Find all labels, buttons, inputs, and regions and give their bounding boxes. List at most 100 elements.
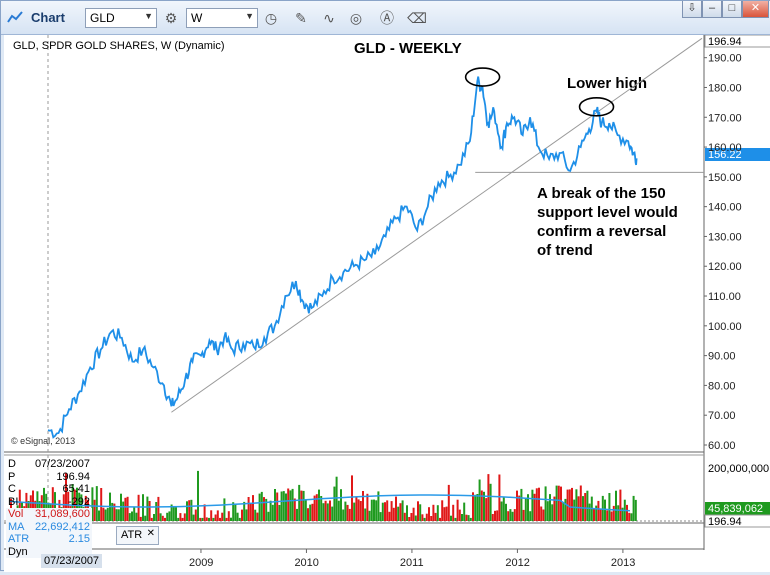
volume-bar [577, 496, 580, 521]
volume-bar [579, 485, 582, 521]
volume-bar [131, 511, 133, 521]
volume-bar [247, 497, 250, 521]
volume-bar [364, 508, 367, 521]
volume-bar [612, 505, 615, 521]
volume-bar [249, 503, 252, 521]
volume-bar [397, 506, 400, 521]
volume-bar [76, 487, 78, 521]
volume-bar [155, 502, 158, 521]
volume-bar [489, 483, 492, 521]
volume-bar [115, 509, 118, 521]
volume-bar [560, 486, 562, 521]
volume-bar [212, 517, 215, 521]
volume-bar [106, 507, 109, 521]
volume-bar [533, 493, 536, 521]
volume-bar [524, 498, 527, 521]
volume-bar [274, 489, 276, 521]
volume-bar [137, 494, 140, 521]
atr-tab[interactable]: ATR ✕ [116, 526, 159, 545]
volume-bar [208, 517, 210, 521]
volume-bar [289, 490, 292, 521]
volume-bar [93, 499, 96, 521]
volume-bar [102, 507, 105, 521]
volume-bar [366, 493, 369, 521]
volume-bar [302, 490, 305, 521]
volume-bar [311, 503, 314, 521]
volume-bar [197, 470, 199, 521]
y-tick-label: 160.00 [708, 142, 742, 154]
chevron-down-icon[interactable]: ▼ [144, 11, 153, 21]
volume-bar [562, 502, 565, 521]
volume-bar [542, 509, 545, 521]
volume-bar [436, 505, 439, 521]
peak-ellipse [464, 67, 501, 87]
eraser-icon[interactable]: ⌫ [407, 10, 427, 26]
volume-bar [161, 515, 164, 521]
close-button[interactable]: ✕ [742, 1, 769, 18]
volume-bar [535, 488, 538, 521]
volume-bar [135, 512, 138, 521]
info-row: P 196.94 [6, 471, 92, 484]
gear-icon[interactable]: ⚙ [164, 10, 178, 26]
volume-bar [498, 474, 501, 521]
chart-canvas[interactable]: GLD, SPDR GOLD SHARES, W (Dynamic) GLD -… [4, 34, 770, 572]
volume-bar [210, 510, 213, 521]
x-tick-label: 2011 [400, 557, 424, 569]
a-circle-icon[interactable]: Ⓐ [380, 10, 394, 26]
volume-bar [111, 502, 114, 521]
price-series-line [47, 76, 638, 439]
volume-bar [170, 504, 173, 521]
volume-bar [300, 490, 303, 521]
interval-combo[interactable]: W ▼ [186, 8, 258, 28]
volume-bar [509, 509, 512, 521]
volume-bar [417, 501, 419, 521]
atr-tab-label: ATR [121, 529, 143, 541]
y-tick-label: 130.00 [708, 231, 742, 243]
volume-bar [626, 504, 628, 521]
minimize-button[interactable]: – [702, 1, 722, 18]
info-value: 22,692,412 [34, 520, 90, 533]
volume-bar [450, 515, 452, 521]
volume-bar [392, 507, 395, 521]
volume-bar [551, 504, 554, 521]
volume-bar [443, 507, 446, 521]
maximize-button[interactable]: □ [722, 1, 742, 18]
info-key: D [8, 458, 16, 470]
y-tick-label: 80.00 [708, 380, 736, 392]
volume-bar [421, 514, 424, 521]
volume-bar [190, 499, 193, 521]
clock-icon[interactable]: ◷ [264, 10, 278, 26]
info-panel: D 07/23/2007 P 196.94 C 65.41 BI -292 Vol 31,089,… [6, 458, 92, 560]
volume-bar [337, 500, 340, 521]
y-tick-label: 120.00 [708, 261, 742, 273]
volume-bar [263, 497, 265, 521]
volume-bar [575, 489, 578, 521]
volume-bar [346, 504, 349, 521]
pencil-icon[interactable]: ✎ [295, 10, 307, 26]
squiggle-icon[interactable]: ∿ [323, 10, 335, 26]
volume-bar [285, 493, 287, 521]
close-icon[interactable]: ✕ [146, 528, 155, 539]
volume-bar [447, 484, 450, 521]
arrange-button[interactable]: ⇩ [682, 1, 702, 18]
volume-bar [467, 515, 470, 521]
chart-area[interactable]: GLD, SPDR GOLD SHARES, W (Dynamic) GLD -… [4, 34, 770, 572]
volume-bar [384, 502, 386, 521]
volume-bar [516, 490, 518, 521]
volume-bar [461, 514, 463, 521]
chevron-down-icon[interactable]: ▼ [245, 11, 254, 21]
volume-bar [544, 486, 547, 521]
volume-bar [241, 509, 243, 521]
target-icon[interactable]: ◎ [349, 10, 363, 26]
y-tick-label: 110.00 [708, 291, 741, 303]
volume-bar [282, 491, 285, 521]
volume-bar [71, 484, 74, 521]
volume-bar [223, 498, 226, 521]
symbol-combo[interactable]: GLD ▼ [85, 8, 157, 28]
trend-line [171, 37, 703, 413]
volume-bar [353, 502, 356, 521]
y-tick-label: 180.00 [708, 82, 742, 94]
volume-bar [588, 503, 591, 521]
volume-bar [604, 499, 606, 521]
